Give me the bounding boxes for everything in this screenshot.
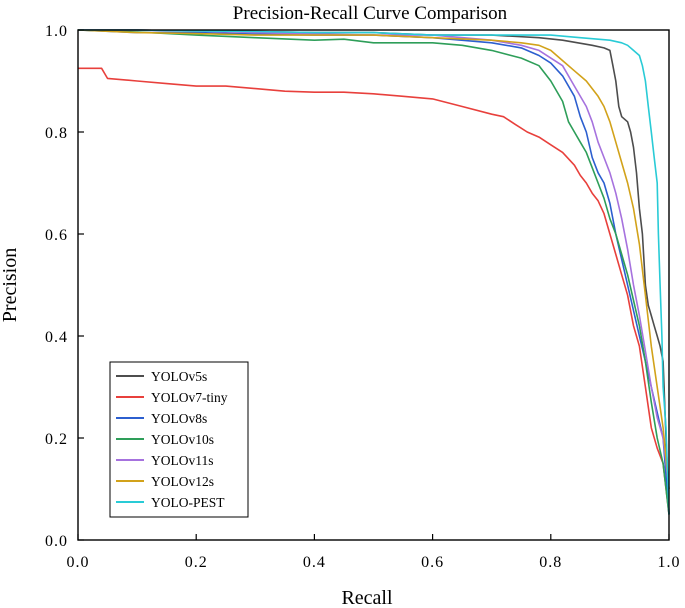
x-tick-label: 0.0: [67, 554, 90, 571]
series-layer: [78, 29, 670, 515]
series-line-yolov7-tiny: [78, 67, 670, 515]
y-tick-label: 0.6: [45, 227, 68, 244]
legend-label: YOLOv12s: [151, 474, 214, 489]
legend-label: YOLOv5s: [151, 369, 207, 384]
legend-label: YOLO-PEST: [151, 495, 225, 510]
chart-title: Precision-Recall Curve Comparison: [233, 3, 508, 24]
legend-label: YOLOv7-tiny: [151, 390, 228, 405]
legend: YOLOv5s YOLOv7-tiny YOLOv8s YOLOv10s YOLOv11…: [109, 361, 249, 518]
y-tick-label: 0.0: [45, 533, 68, 550]
x-axis-label: Recall: [341, 587, 393, 608]
y-tick-label: 0.8: [45, 125, 68, 142]
series-line-yolov10s: [78, 29, 670, 515]
y-axis-label: Precision: [0, 248, 21, 322]
series-line-yolo-pest: [78, 29, 670, 515]
plot-frame: [77, 29, 670, 541]
legend-label: YOLOv8s: [151, 411, 207, 426]
y-axis: 0.0 0.2 0.4 0.6 0.8 1.0: [45, 23, 84, 550]
x-tick-label: 0.6: [421, 554, 444, 571]
legend-label: YOLOv10s: [151, 432, 214, 447]
legend-label: YOLOv11s: [151, 453, 214, 468]
y-tick-label: 1.0: [45, 23, 68, 40]
x-tick-label: 0.4: [303, 554, 326, 571]
x-tick-label: 0.2: [185, 554, 208, 571]
x-tick-label: 0.8: [539, 554, 562, 571]
y-tick-label: 0.2: [45, 431, 68, 448]
series-line-yolov12s: [78, 29, 670, 490]
y-tick-label: 0.4: [45, 329, 68, 346]
x-axis: 0.0 0.2 0.4 0.6 0.8 1.0: [67, 534, 681, 571]
x-tick-label: 1.0: [658, 554, 681, 571]
